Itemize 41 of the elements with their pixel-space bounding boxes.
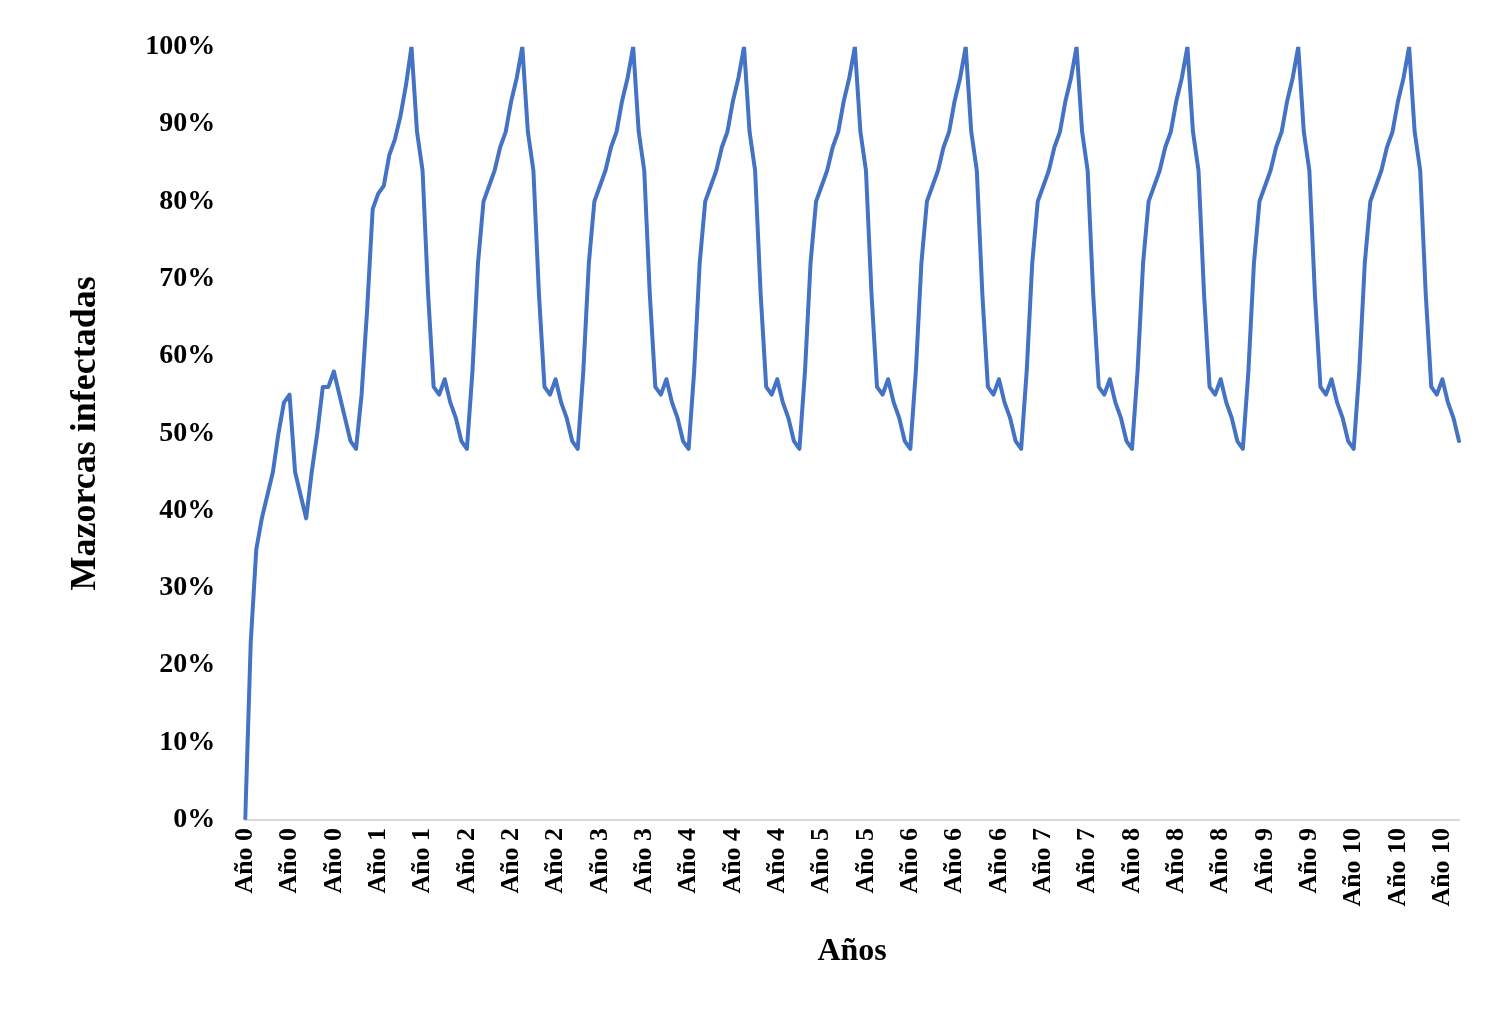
x-tick-label: Año 7 — [1071, 827, 1101, 894]
x-tick-label: Año 2 — [450, 827, 480, 894]
x-tick-label: Año 4 — [672, 827, 702, 894]
y-tick-label: 40% — [159, 492, 216, 524]
y-tick-label: 20% — [159, 647, 216, 679]
x-tick-label: Año 4 — [761, 827, 790, 894]
x-tick-label: Año 6 — [938, 827, 968, 894]
x-tick-label: Año 0 — [228, 827, 258, 894]
x-tick-label: Año 7 — [1027, 827, 1057, 894]
x-tick-label: Año 10 — [1426, 827, 1456, 907]
y-tick-label: 90% — [159, 106, 216, 138]
x-tick-label: Año 3 — [627, 827, 657, 894]
y-tick-label: 80% — [159, 183, 216, 215]
x-tick-label: Año 2 — [539, 827, 569, 894]
y-tick-label: 60% — [159, 338, 216, 370]
x-tick-label: Año 5 — [805, 827, 835, 894]
y-tick-label: 0% — [173, 802, 216, 834]
x-tick-label: Año 3 — [583, 827, 613, 894]
y-axis-title: Mazorcas infectadas — [62, 276, 103, 591]
x-tick-label: Año 2 — [494, 827, 524, 894]
y-tick-label: 100% — [145, 29, 216, 61]
x-tick-label: Año 1 — [361, 827, 391, 894]
y-tick-label: 50% — [159, 415, 216, 447]
y-tick-label: 70% — [159, 260, 216, 292]
x-tick-label: Año 10 — [1337, 827, 1367, 907]
x-tick-label: Año 8 — [1160, 827, 1190, 894]
x-tick-label: Año 4 — [716, 827, 746, 894]
x-tick-label: Año 1 — [406, 827, 436, 894]
y-tick-label: 30% — [159, 570, 216, 602]
x-tick-label: Año 10 — [1381, 827, 1411, 907]
x-axis-title: Años — [817, 931, 887, 968]
x-tick-label: Año 9 — [1293, 827, 1323, 894]
y-tick-label: 10% — [159, 724, 216, 756]
x-tick-label: Año 6 — [894, 827, 924, 894]
x-tick-label: Año 0 — [317, 827, 347, 894]
x-tick-label: Año 8 — [1204, 827, 1234, 894]
x-tick-label: Año 9 — [1248, 827, 1278, 894]
x-tick-label: Año 6 — [982, 827, 1012, 894]
x-tick-label: Año 8 — [1115, 827, 1145, 894]
x-tick-label: Año 5 — [849, 827, 879, 894]
x-tick-label: Año 0 — [273, 827, 303, 894]
